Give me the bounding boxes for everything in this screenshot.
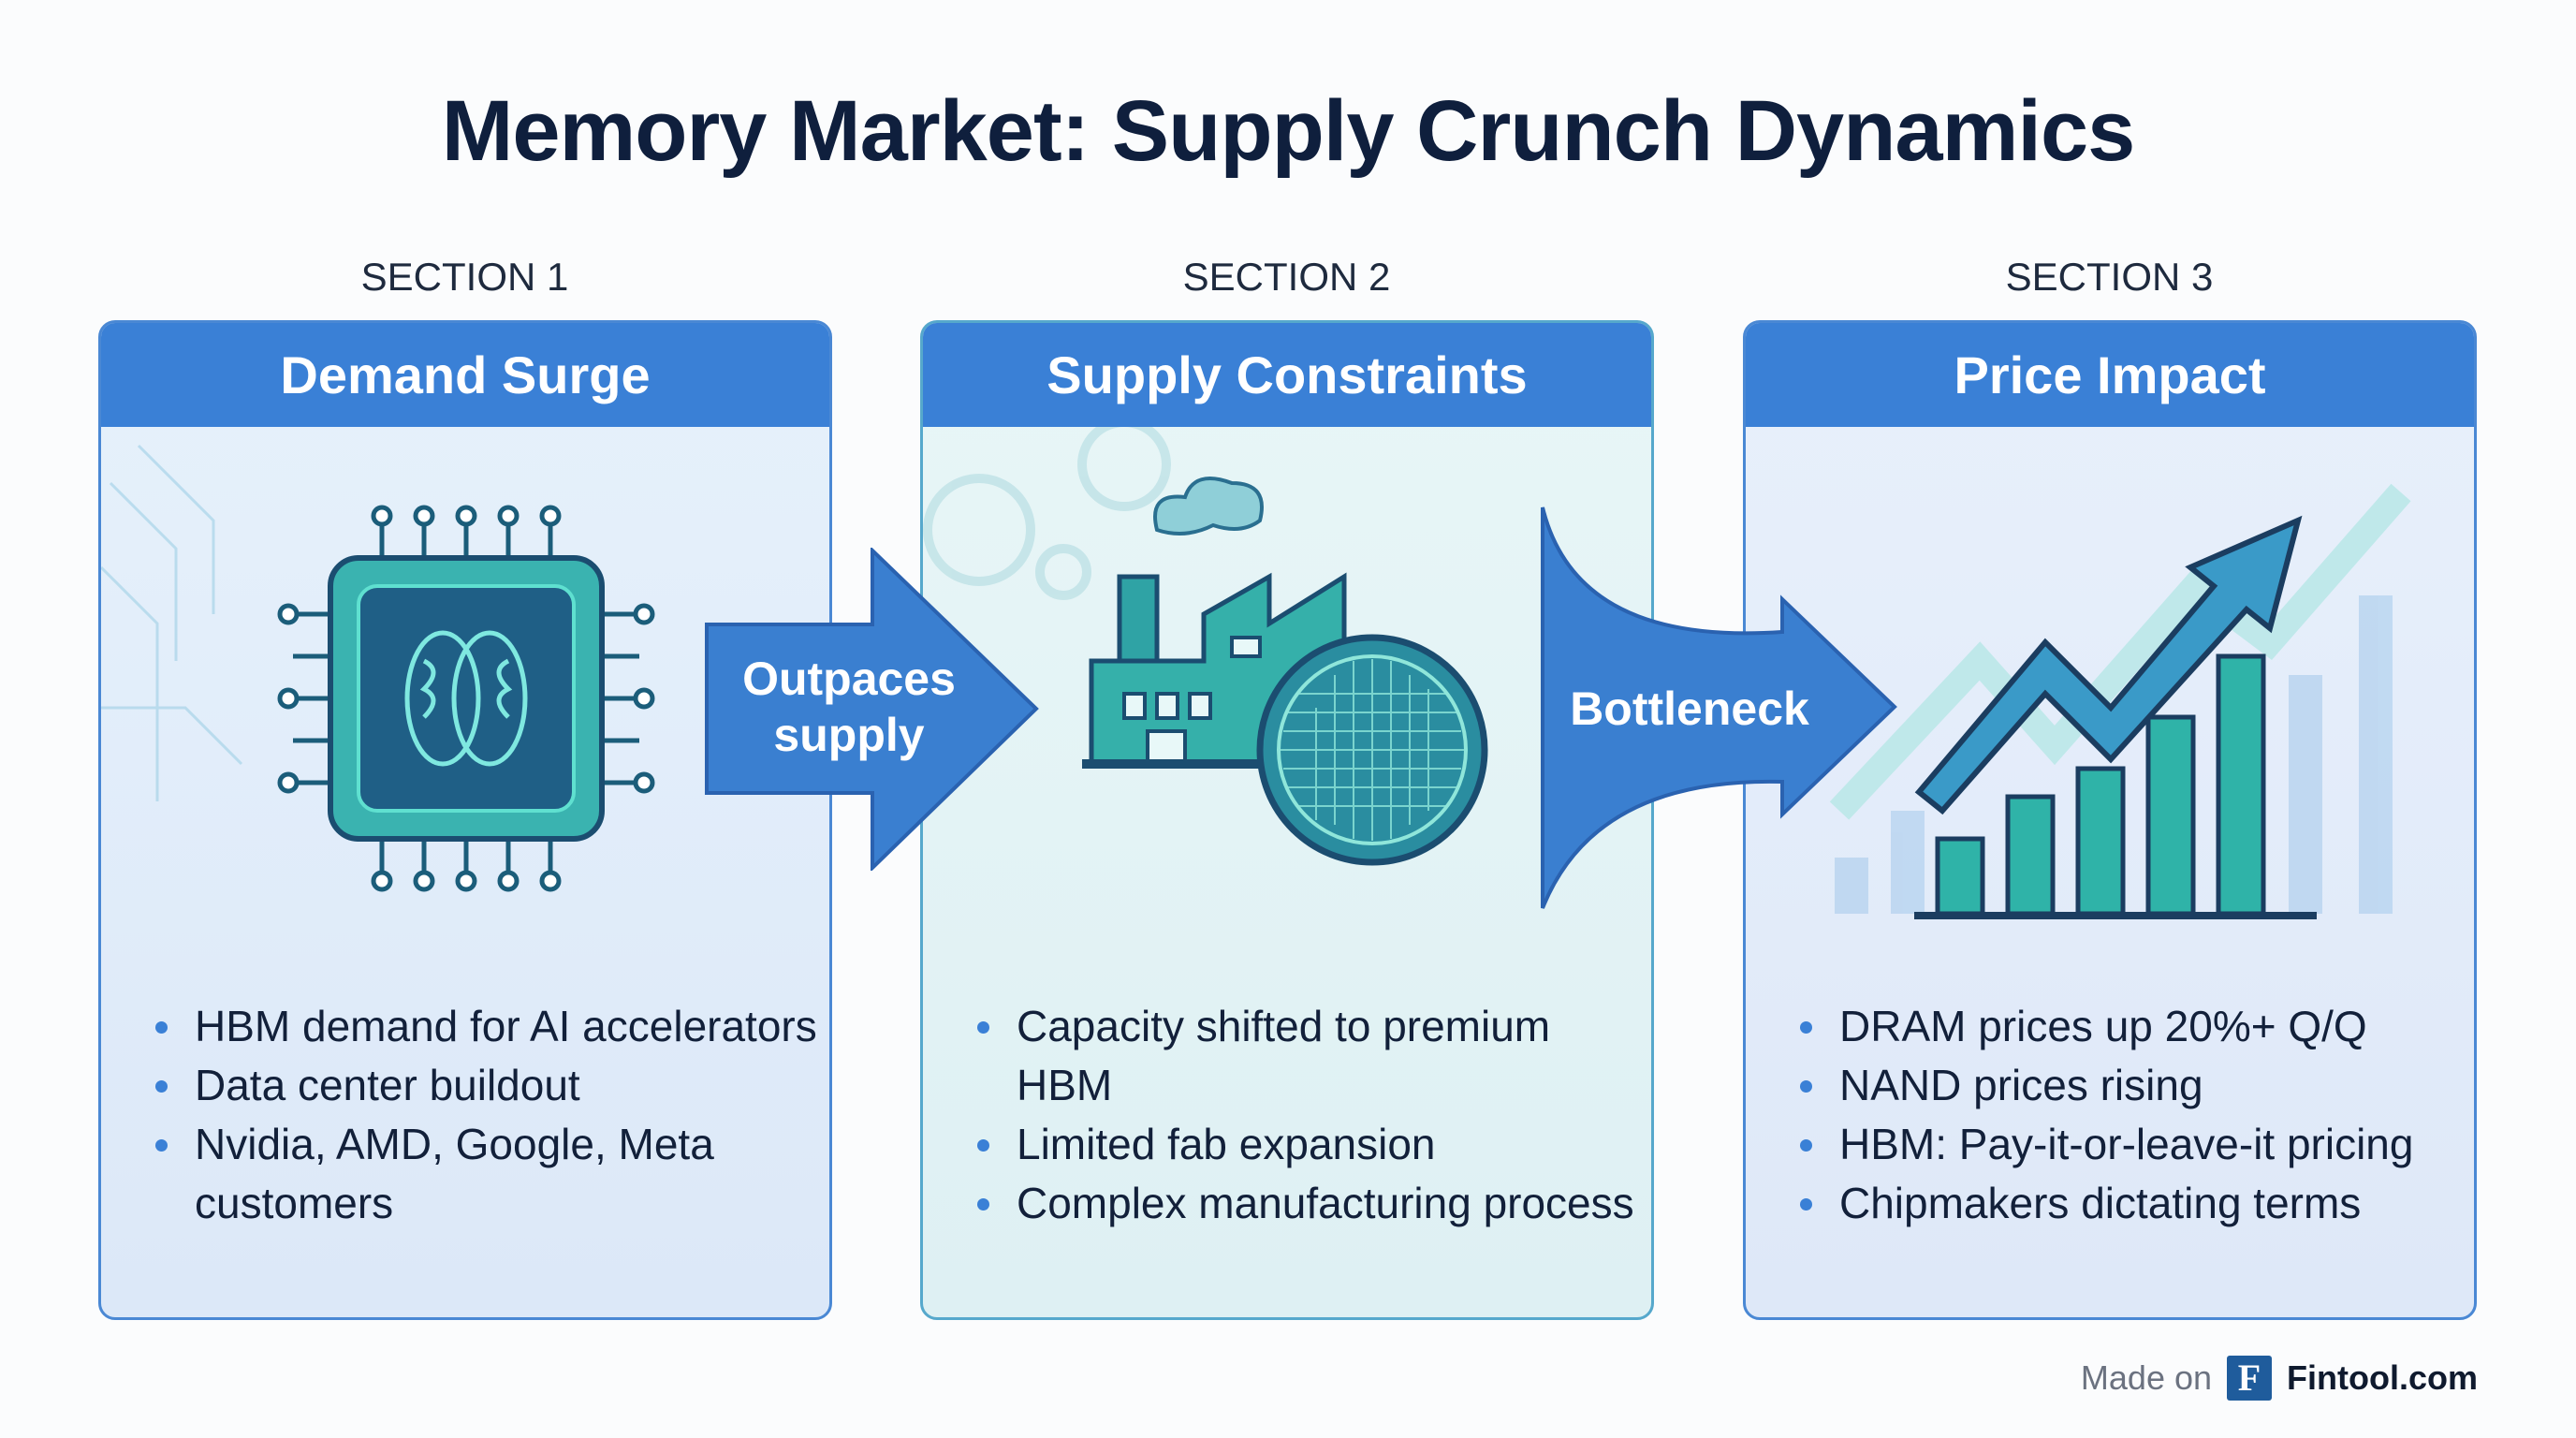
bullet-item: HBM: Pay-it-or-leave-it pricing — [1793, 1115, 2413, 1174]
card-heading: Price Impact — [1746, 323, 2474, 427]
bullet-item: Data center buildout — [148, 1056, 829, 1115]
rising-bar-chart-icon — [1829, 483, 2411, 919]
ai-chip-brain-icon — [101, 444, 655, 892]
section-2-label: SECTION 2 — [1182, 255, 1391, 299]
factory-wafer-icon — [923, 427, 1488, 866]
bullet-list: HBM demand for AI accelerators Data cent… — [148, 997, 829, 1233]
bullet-item: Complex manufacturing process — [970, 1174, 1651, 1233]
made-on-text: Made on — [2080, 1358, 2213, 1397]
bullet-item: Nvidia, AMD, Google, Meta customers — [148, 1115, 829, 1233]
bullet-item: HBM demand for AI accelerators — [148, 997, 829, 1056]
bullet-item: NAND prices rising — [1793, 1056, 2413, 1115]
outpaces-arrow-icon — [705, 548, 1039, 871]
bullet-list: DRAM prices up 20%+ Q/Q NAND prices risi… — [1793, 997, 2413, 1233]
supply-constraints-card: Supply Constraints Capacity shifted to p… — [920, 320, 1654, 1320]
section-1-label: SECTION 1 — [360, 255, 569, 299]
bullet-item: DRAM prices up 20%+ Q/Q — [1793, 997, 2413, 1056]
bullet-item: Chipmakers dictating terms — [1793, 1174, 2413, 1233]
bottleneck-arrow-icon — [1541, 506, 1897, 909]
brand-link[interactable]: Fintool.com — [2287, 1358, 2478, 1397]
fintool-logo: F — [2227, 1356, 2273, 1401]
bullet-list: Capacity shifted to premium HBM Limited … — [970, 997, 1651, 1233]
bullet-item: Capacity shifted to premium HBM — [970, 997, 1651, 1115]
outpaces-supply-label: Outpaces supply — [742, 653, 956, 761]
page-title: Memory Market: Supply Crunch Dynamics — [441, 83, 2136, 179]
bottleneck-label: Bottleneck — [1570, 682, 1809, 735]
card-heading: Demand Surge — [101, 323, 829, 427]
section-3-label: SECTION 3 — [2005, 255, 2214, 299]
bullet-item: Limited fab expansion — [970, 1115, 1651, 1174]
footer-attribution: Made on F Fintool.com — [2081, 1356, 2478, 1401]
demand-surge-card: Demand Surge HBM demand for AI accelerat… — [98, 320, 832, 1320]
card-heading: Supply Constraints — [923, 323, 1651, 427]
price-impact-card: Price Impact DRAM prices up 20%+ Q/Q NAN… — [1743, 320, 2477, 1320]
